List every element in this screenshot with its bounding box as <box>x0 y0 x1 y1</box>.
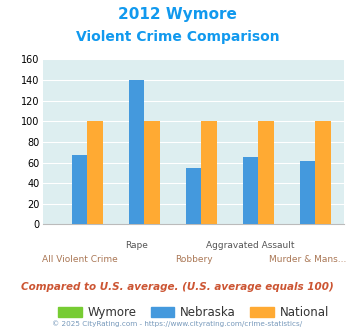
Bar <box>129 80 144 224</box>
Text: © 2025 CityRating.com - https://www.cityrating.com/crime-statistics/: © 2025 CityRating.com - https://www.city… <box>53 320 302 327</box>
Bar <box>144 121 159 224</box>
Text: Aggravated Assault: Aggravated Assault <box>206 241 295 250</box>
Text: Violent Crime Comparison: Violent Crime Comparison <box>76 30 279 44</box>
Text: Robbery: Robbery <box>175 255 212 264</box>
Bar <box>201 121 217 224</box>
Bar <box>186 168 201 224</box>
Bar <box>72 155 87 224</box>
Bar <box>87 121 103 224</box>
Legend: Wymore, Nebraska, National: Wymore, Nebraska, National <box>53 301 334 324</box>
Text: 2012 Wymore: 2012 Wymore <box>118 7 237 21</box>
Text: Rape: Rape <box>125 241 148 250</box>
Bar <box>300 161 315 224</box>
Text: Compared to U.S. average. (U.S. average equals 100): Compared to U.S. average. (U.S. average … <box>21 282 334 292</box>
Text: Murder & Mans...: Murder & Mans... <box>269 255 346 264</box>
Bar <box>315 121 331 224</box>
Bar <box>243 157 258 224</box>
Bar <box>258 121 274 224</box>
Text: All Violent Crime: All Violent Crime <box>42 255 117 264</box>
